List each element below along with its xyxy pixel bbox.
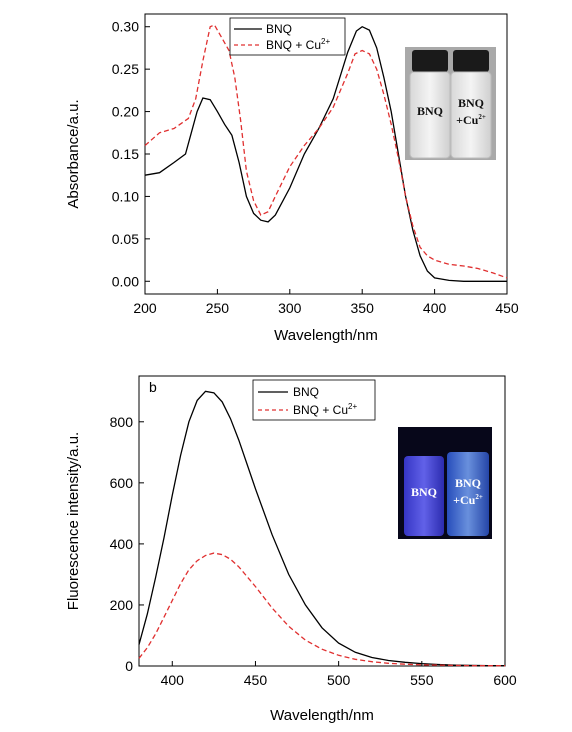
x-tick-labels: 200 250 300 350 400 450: [133, 300, 519, 316]
legend-label-bnq: BNQ: [266, 22, 292, 36]
series-line-bnq: [144, 25, 507, 282]
y-tick-label: 0.25: [112, 61, 139, 77]
y-tick-label: 0.05: [112, 231, 139, 247]
x-tick-label: 500: [327, 672, 351, 688]
y-tick-labels: 0 200 400 600 800: [110, 414, 134, 674]
x-tick-label: 300: [278, 300, 302, 316]
vial-cap-right: [453, 50, 489, 72]
legend-label-bnq: BNQ: [293, 385, 319, 399]
y-tick-label: 800: [110, 414, 134, 430]
y-tick-label: 0: [125, 658, 133, 674]
y-tick-label: 0.30: [112, 19, 139, 35]
y-axis-title: Absorbance/a.u.: [65, 99, 82, 208]
y-tick-label: 0.00: [112, 273, 139, 289]
vial-right-glow: [447, 452, 489, 536]
photo-label-bnq-2: BNQ: [455, 476, 481, 490]
legend-box: [252, 379, 376, 421]
series-layer: [144, 24, 508, 282]
y-tick-label: 600: [110, 475, 134, 491]
x-axis-title: Wavelength/nm: [274, 327, 378, 344]
photo-label-bnq-2: BNQ: [458, 96, 484, 110]
vial-cap-left: [412, 50, 448, 72]
axis-ticks: [144, 26, 508, 294]
legend-label-bnq-cu: BNQ + Cu2+: [266, 37, 330, 52]
x-axis-title: Wavelength/nm: [270, 707, 374, 724]
photo-label-bnq: BNQ: [411, 485, 437, 499]
x-tick-label: 400: [161, 672, 185, 688]
series-line-bnq-cu: [144, 24, 508, 279]
legend-box: [229, 17, 346, 56]
inset-photo-vials: BNQ BNQ +Cu2+: [405, 47, 496, 160]
y-tick-label: 0.20: [112, 104, 139, 120]
y-tick-label: 0.15: [112, 146, 139, 162]
series-line-bnq-cu: [138, 552, 505, 667]
x-tick-label: 450: [495, 300, 519, 316]
x-tick-label: 250: [206, 300, 230, 316]
series-layer: [138, 390, 505, 667]
legend-label-bnq-cu: BNQ + Cu2+: [293, 402, 357, 417]
y-axis-title: Fluorescence intensity/a.u.: [65, 432, 82, 610]
fluorescence-chart: 400 450 500 550 600 0 200 400 600 800 b Waveleng…: [65, 375, 517, 724]
y-tick-labels: 0.00 0.05 0.10 0.15 0.20 0.25 0.30: [112, 19, 139, 290]
vial-left: [409, 71, 451, 159]
y-tick-label: 200: [110, 597, 134, 613]
x-tick-label: 200: [133, 300, 157, 316]
legend: BNQ BNQ + Cu2+: [252, 379, 376, 421]
x-tick-label: 400: [423, 300, 447, 316]
x-tick-labels: 400 450 500 550 600: [161, 672, 517, 688]
vial-left-glow: [404, 456, 444, 536]
y-tick-label: 400: [110, 536, 134, 552]
vial-right: [450, 71, 492, 159]
series-line-bnq: [138, 390, 505, 667]
panel-label: b: [149, 379, 157, 395]
legend: BNQ BNQ + Cu2+: [229, 17, 346, 56]
photo-label-bnq: BNQ: [417, 104, 443, 118]
y-tick-label: 0.10: [112, 188, 139, 204]
absorbance-chart: 200 250 300 350 400 450 0.000.050.100.150.200…: [65, 13, 519, 344]
x-tick-label: 600: [493, 672, 517, 688]
plot-frame: [138, 375, 506, 667]
inset-photo-fluorescent-vials: BNQ BNQ +Cu2+: [398, 427, 492, 539]
x-tick-label: 550: [410, 672, 434, 688]
x-tick-label: 350: [351, 300, 375, 316]
x-tick-label: 450: [244, 672, 268, 688]
